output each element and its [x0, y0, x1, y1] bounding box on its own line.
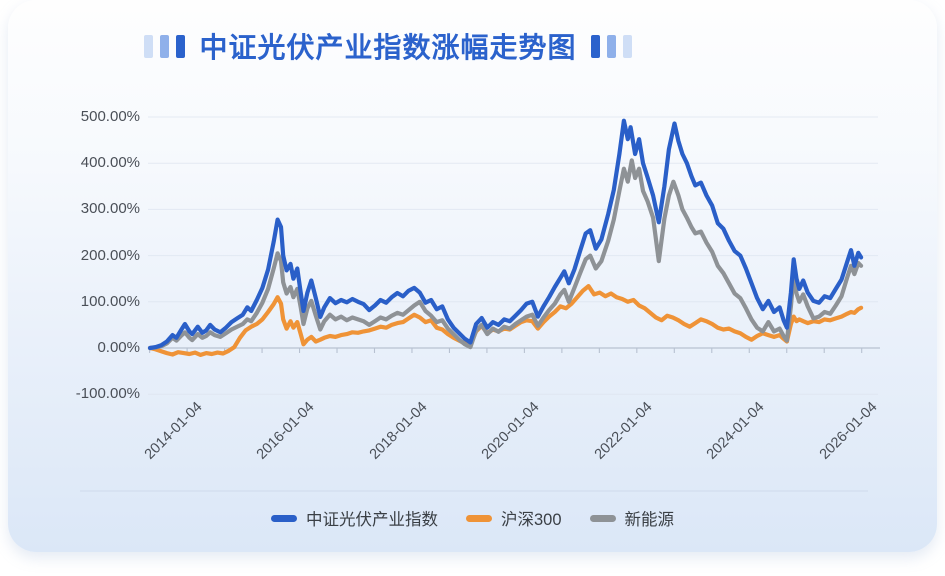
- series-line-csi-pv-index: [147, 118, 864, 351]
- title-decor-bar-icon: [622, 34, 632, 58]
- title-decor-bar-icon: [176, 34, 186, 58]
- legend-swatch-icon: [589, 514, 616, 522]
- title-decor-left: [144, 34, 186, 58]
- title-decor-bar-icon: [160, 34, 170, 58]
- chart-header: 中证光伏产业指数涨幅走势图: [8, 26, 768, 66]
- legend-item-csi-pv-index[interactable]: 中证光伏产业指数: [270, 506, 438, 530]
- y-axis-label: 0.00%: [97, 339, 140, 356]
- chart-legend: 中证光伏产业指数 沪深300 新能源: [8, 506, 937, 530]
- y-axis-label: 400.00%: [80, 154, 140, 172]
- title-decor-bar-icon: [606, 34, 616, 58]
- y-axis-label: 500.00%: [80, 108, 140, 125]
- series-line-new-energy: [147, 158, 864, 351]
- y-axis-label: 200.00%: [80, 246, 140, 264]
- legend-swatch-icon: [465, 514, 492, 522]
- legend-label: 沪深300: [500, 511, 562, 529]
- legend-item-new-energy[interactable]: 新能源: [589, 506, 675, 530]
- legend-swatch-icon: [270, 514, 297, 522]
- title-decor-bar-icon: [590, 34, 600, 58]
- y-axis-label: -100.00%: [75, 385, 140, 403]
- title-decor-right: [590, 34, 632, 58]
- legend-label: 新能源: [624, 511, 675, 529]
- legend-label: 中证光伏产业指数: [305, 511, 438, 529]
- title-decor-bar-icon: [144, 34, 154, 58]
- y-axis-label: 300.00%: [80, 200, 140, 218]
- y-axis-label: 100.00%: [80, 292, 140, 310]
- legend-item-hs300[interactable]: 沪深300: [465, 506, 562, 530]
- page-title: 中证光伏产业指数涨幅走势图: [199, 32, 577, 63]
- chart-card: [8, 0, 937, 552]
